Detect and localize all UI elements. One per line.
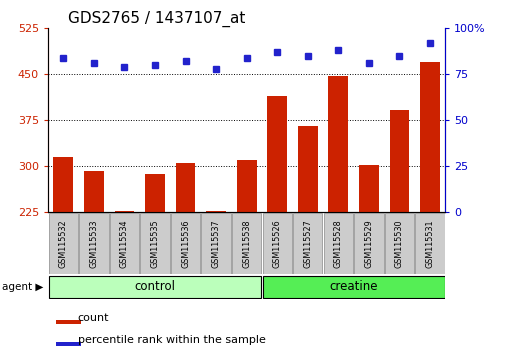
Bar xyxy=(114,211,134,212)
Bar xyxy=(84,171,104,212)
Text: GSM115533: GSM115533 xyxy=(89,219,98,268)
Bar xyxy=(201,213,230,274)
Text: GSM115535: GSM115535 xyxy=(150,219,159,268)
Bar xyxy=(232,213,261,274)
Bar xyxy=(175,163,195,212)
Text: percentile rank within the sample: percentile rank within the sample xyxy=(78,335,265,346)
Bar xyxy=(48,213,78,274)
Text: GSM115536: GSM115536 xyxy=(181,219,190,268)
Bar xyxy=(358,165,378,212)
Bar xyxy=(267,96,287,212)
Text: creatine: creatine xyxy=(329,280,377,293)
Bar xyxy=(110,213,139,274)
Text: GDS2765 / 1437107_at: GDS2765 / 1437107_at xyxy=(68,11,245,27)
Text: GSM115531: GSM115531 xyxy=(425,219,434,268)
Text: GSM115532: GSM115532 xyxy=(59,219,68,268)
Text: GSM115528: GSM115528 xyxy=(333,219,342,268)
Bar xyxy=(56,342,81,346)
Text: GSM115526: GSM115526 xyxy=(272,219,281,268)
Text: GSM115537: GSM115537 xyxy=(211,219,220,268)
Bar xyxy=(328,76,347,212)
Text: GSM115530: GSM115530 xyxy=(394,219,403,268)
Bar xyxy=(171,213,200,274)
Bar xyxy=(323,213,352,274)
Bar xyxy=(384,213,413,274)
Bar xyxy=(48,275,261,298)
Text: count: count xyxy=(78,313,109,323)
Text: GSM115527: GSM115527 xyxy=(302,219,312,268)
Bar xyxy=(54,157,73,212)
Bar xyxy=(354,213,383,274)
Text: control: control xyxy=(134,280,175,293)
Bar xyxy=(56,320,81,324)
Bar xyxy=(292,213,322,274)
Bar xyxy=(79,213,109,274)
Bar xyxy=(262,213,291,274)
Bar xyxy=(140,213,169,274)
Text: GSM115534: GSM115534 xyxy=(120,219,129,268)
Text: GSM115538: GSM115538 xyxy=(242,219,250,268)
Bar xyxy=(262,275,444,298)
Bar xyxy=(206,211,226,212)
Bar xyxy=(145,174,165,212)
Text: agent ▶: agent ▶ xyxy=(2,282,43,292)
Bar xyxy=(419,62,439,212)
Text: GSM115529: GSM115529 xyxy=(364,219,373,268)
Bar xyxy=(297,126,317,212)
Bar xyxy=(389,110,409,212)
Bar xyxy=(415,213,444,274)
Bar xyxy=(236,160,256,212)
